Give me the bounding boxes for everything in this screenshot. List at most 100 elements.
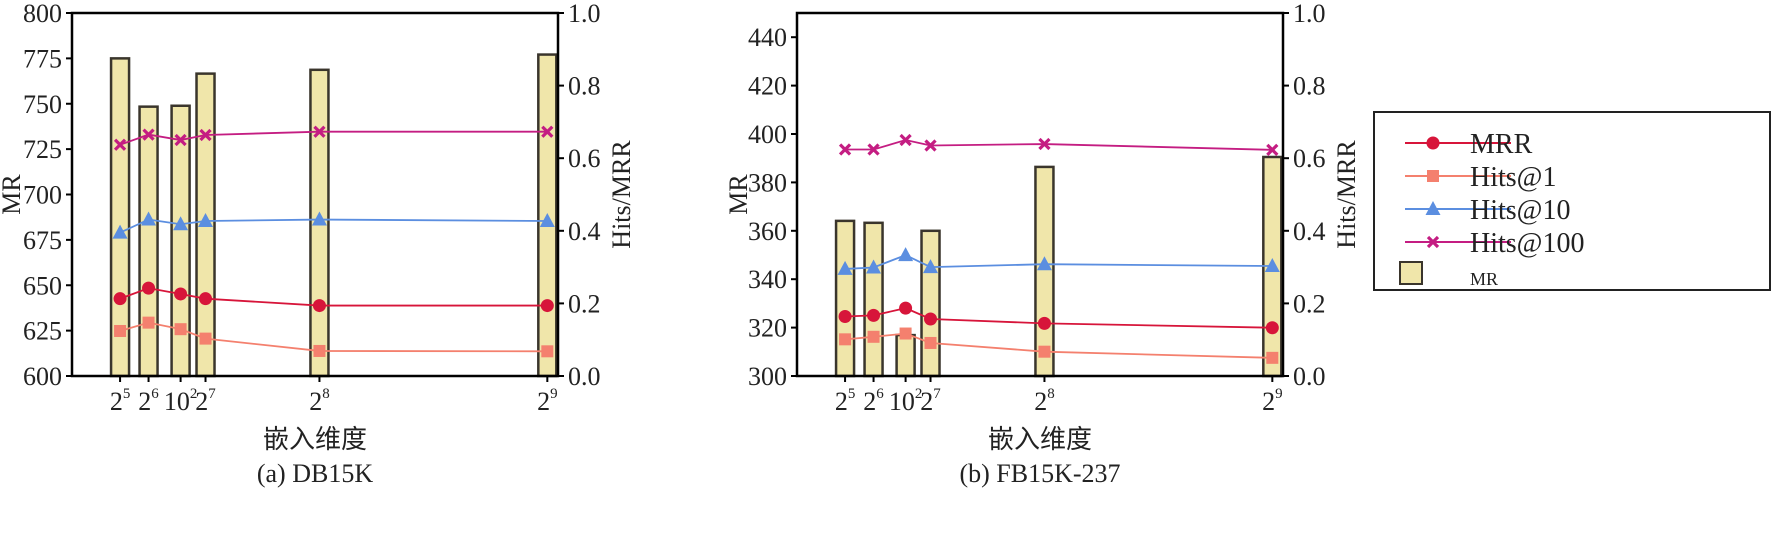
x-tick-label: 25: [835, 386, 856, 416]
hits100-point: [142, 128, 155, 141]
mrr-point: [1426, 136, 1440, 150]
y-tick-label: 725: [23, 135, 62, 164]
legend-box: [1373, 111, 1771, 291]
hits1-point: [899, 327, 912, 340]
x-tick-exp: 2: [190, 386, 198, 402]
hits1-point: [1038, 345, 1051, 358]
hits100-point: [899, 133, 912, 147]
y2-tick-label: 0.4: [568, 217, 601, 246]
x-tick-label: 29: [537, 386, 558, 416]
x-tick-exp: 2: [915, 386, 923, 402]
hits1-point: [174, 323, 187, 336]
y-tick-label: 650: [23, 271, 62, 300]
chart-fb15k-237: 300 320 340 360 380 400 420 440 0.0 0.2 0.4 0.6 0.8 1…: [724, 0, 1361, 488]
x-tick-base: 2: [920, 387, 933, 416]
legend-label-mrr: MRR: [1470, 129, 1533, 160]
legend-label-hits1: Hits@1: [1470, 162, 1556, 193]
mrr-point: [899, 301, 913, 315]
x-tick-base: 2: [835, 387, 848, 416]
hits1-point: [114, 324, 127, 337]
axes-frame: [795, 11, 1285, 378]
y-tick-label: 300: [748, 362, 787, 391]
hits100-point: [199, 128, 212, 142]
y-tick-label: 320: [748, 314, 787, 343]
legend-label-mr: MR: [1470, 269, 1498, 289]
hits100-point: [113, 138, 127, 151]
mrr-point: [312, 299, 326, 313]
y-tick-label: 600: [23, 362, 62, 391]
mr-bar: [170, 104, 191, 378]
x-tick-label: 29: [1262, 386, 1283, 416]
legend-label-hits10: Hits@10: [1470, 195, 1570, 226]
x-tick-base: 2: [1262, 387, 1275, 416]
x-tick-label: 27: [920, 386, 941, 416]
y-tick-label: 420: [748, 72, 787, 101]
mr-bar: [920, 229, 941, 378]
hits1-point: [839, 333, 852, 346]
y-tick-label: 775: [23, 44, 62, 73]
y-tick-label: 380: [748, 168, 787, 197]
y-tick-label: 675: [23, 226, 62, 255]
x-tick-base: 2: [110, 387, 123, 416]
x-tick-base: 2: [195, 387, 208, 416]
y-axis-label: MR: [0, 174, 26, 215]
hits10-point: [1036, 256, 1052, 271]
hits1-point: [541, 345, 554, 358]
series-line-hits10: [845, 254, 1273, 270]
x-tick-base: 2: [1034, 387, 1047, 416]
legend-mr-swatch: [1399, 261, 1423, 285]
chart-caption: (a) DB15K: [257, 459, 373, 488]
x-axis-label: 嵌入维度: [263, 425, 367, 454]
x-tick-label: 25: [110, 386, 131, 416]
hits10-point: [866, 259, 882, 274]
hits1-point: [313, 344, 326, 357]
hits100-point: [867, 143, 880, 156]
x-tick-label: 26: [863, 386, 884, 416]
series-line-hits100: [845, 139, 1273, 151]
mrr-point: [838, 309, 852, 323]
chart-db15k: 6006256506757007257507758000.00.20.40.60…: [0, 0, 636, 488]
y-tick-label: 625: [23, 317, 62, 346]
hits10-point: [311, 211, 327, 226]
y-tick-label: 400: [748, 120, 787, 149]
x-axis-label: 嵌入维度: [988, 425, 1092, 454]
x-tick-exp: 7: [208, 386, 216, 402]
x-tick-label: 26: [138, 386, 159, 416]
mrr-point: [174, 287, 188, 301]
chart-caption: (b) FB15K-237: [959, 459, 1120, 488]
x-tick-label: 102: [889, 386, 923, 416]
mrr-point: [199, 292, 213, 306]
hits100-point: [1266, 143, 1279, 156]
hits10-point: [141, 211, 157, 226]
x-tick-base: 10: [164, 387, 190, 416]
y2-tick-label: 0.6: [1293, 144, 1326, 173]
mrr-point: [540, 299, 554, 313]
hits1-point: [867, 330, 880, 343]
y2-tick-label: 0.2: [1293, 289, 1326, 318]
x-tick-exp: 8: [1047, 386, 1055, 402]
x-tick-exp: 8: [322, 386, 330, 402]
x-tick-exp: 9: [550, 386, 558, 402]
x-tick-base: 2: [309, 387, 322, 416]
y2-axis-label: Hits/MRR: [1332, 140, 1361, 249]
hits100-point: [313, 125, 326, 138]
mrr-point: [867, 308, 881, 322]
y2-tick-label: 0.4: [1293, 217, 1326, 246]
x-tick-exp: 6: [151, 386, 159, 402]
legend-label-hits100: Hits@100: [1470, 228, 1584, 259]
hits10-point: [1425, 201, 1441, 215]
hits100-point: [174, 133, 187, 147]
hits1-point: [1427, 170, 1439, 182]
x-tick-label: 102: [164, 386, 198, 416]
y2-tick-label: 1.0: [1293, 0, 1326, 28]
x-tick-label: 27: [195, 386, 216, 416]
mr-bar: [834, 219, 856, 378]
hits10-point: [923, 259, 939, 274]
mrr-point: [1265, 321, 1279, 335]
mrr-point: [1037, 316, 1051, 330]
mr-bar: [1034, 165, 1055, 378]
y2-tick-label: 0.2: [568, 289, 601, 318]
mrr-point: [924, 312, 938, 326]
x-tick-base: 2: [537, 387, 550, 416]
mr-bar: [895, 333, 916, 378]
